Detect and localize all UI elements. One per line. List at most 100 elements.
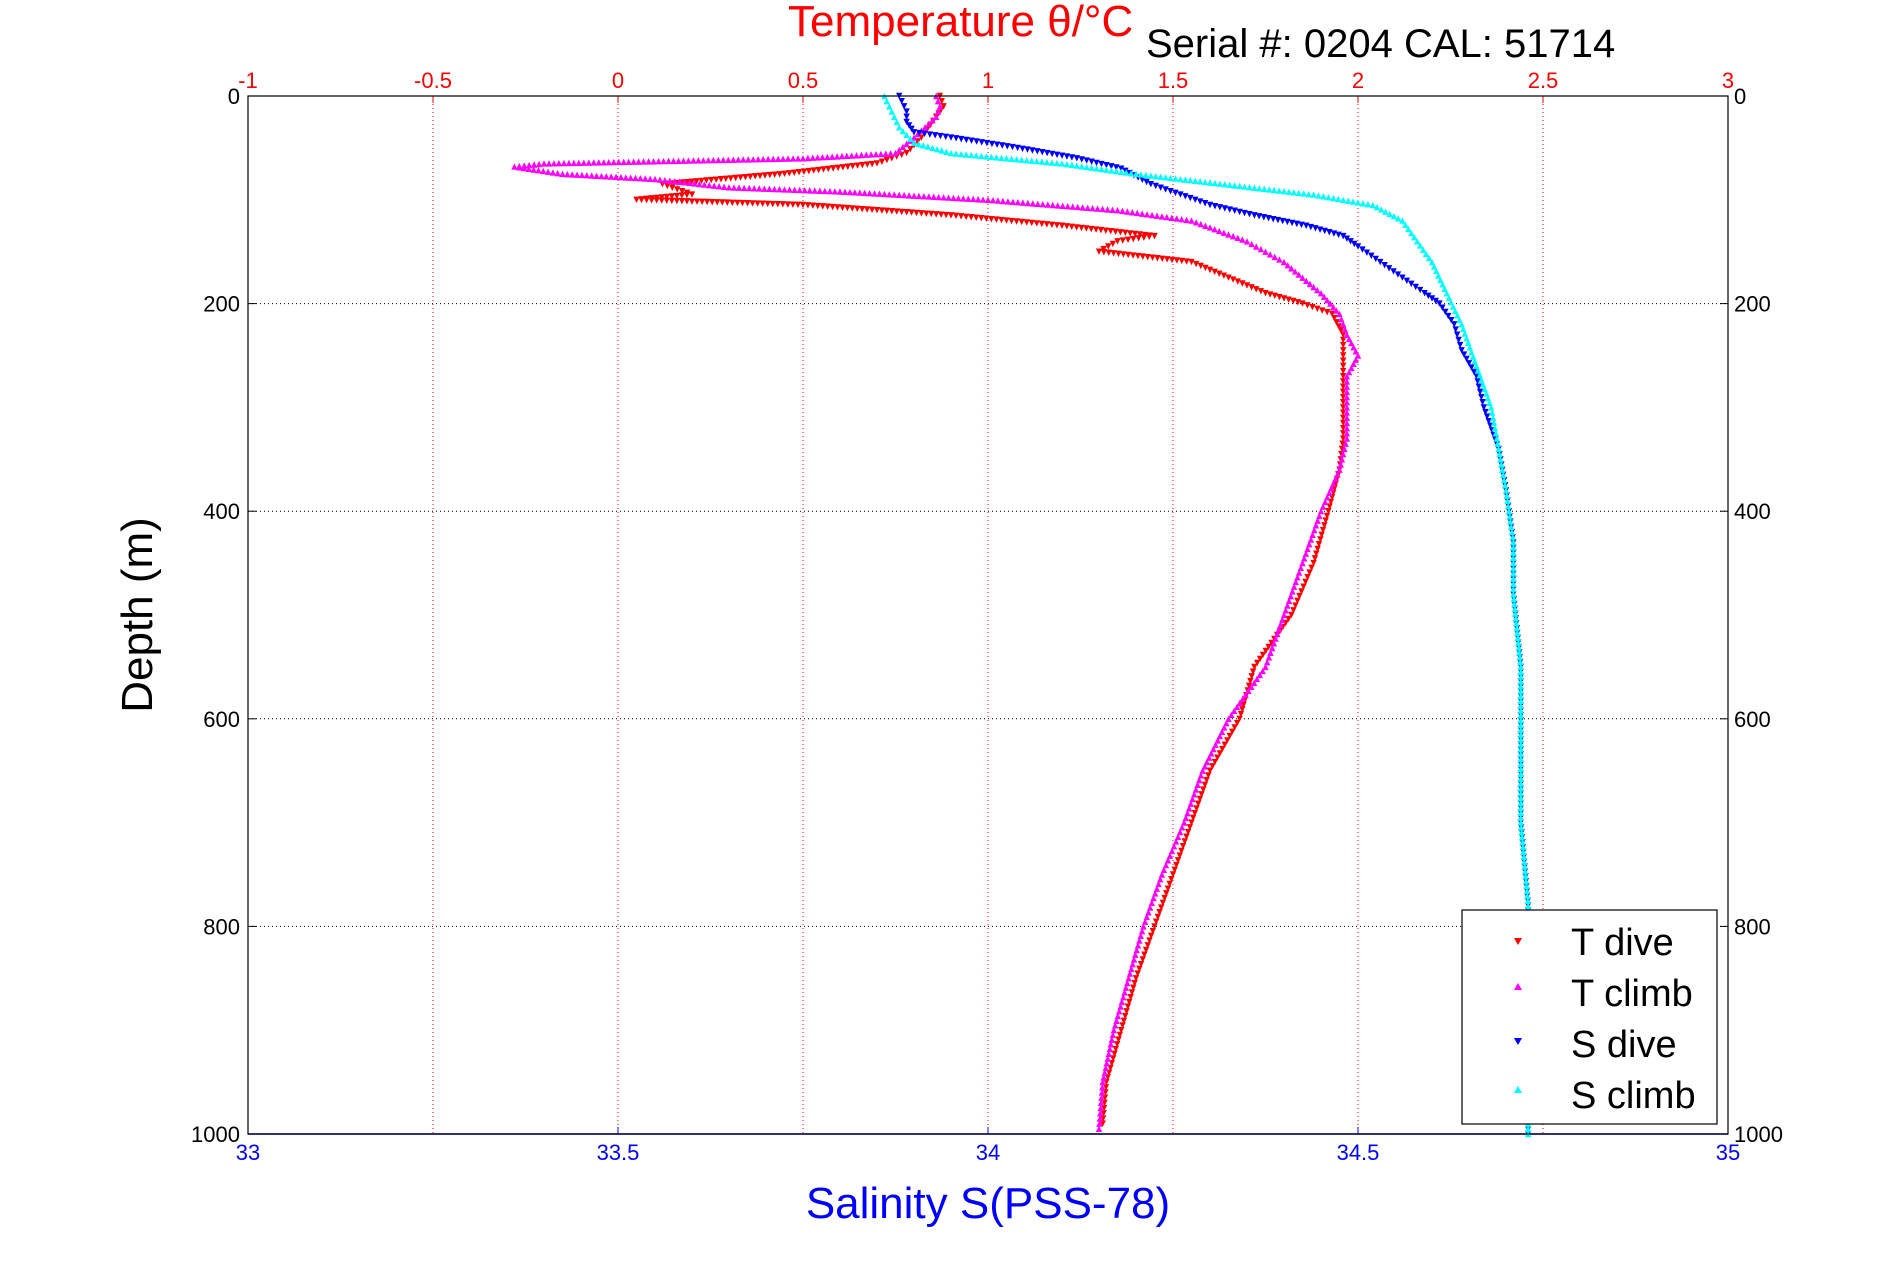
data-point (1437, 276, 1444, 284)
data-point (1236, 182, 1243, 190)
data-point (983, 153, 990, 160)
data-point (1099, 1078, 1106, 1086)
data-point (1155, 880, 1162, 888)
data-point (1364, 200, 1372, 208)
data-point (814, 202, 821, 210)
data-point (1307, 536, 1315, 543)
data-point (705, 156, 712, 164)
data-point (1340, 331, 1347, 338)
data-point (1510, 549, 1517, 556)
data-point (1122, 229, 1129, 237)
data-point (1164, 857, 1172, 864)
data-point (1105, 243, 1112, 250)
data-point (908, 209, 915, 216)
data-point (749, 200, 756, 207)
data-point (1243, 282, 1251, 289)
data-point (1321, 522, 1328, 529)
data-point (745, 184, 753, 192)
data-point (1157, 184, 1164, 191)
data-point (1068, 223, 1075, 231)
data-point (1336, 466, 1343, 473)
data-point (1517, 658, 1524, 666)
data-point (1231, 207, 1238, 214)
data-point (1230, 707, 1238, 715)
data-point (903, 108, 910, 115)
data-point (1142, 946, 1150, 954)
data-point (1098, 160, 1105, 168)
data-point (1245, 682, 1253, 689)
data-point (1280, 187, 1288, 195)
data-point (1117, 1003, 1124, 1010)
data-point (984, 196, 992, 203)
data-point (580, 159, 588, 166)
data-point (779, 201, 787, 208)
data-point (935, 193, 942, 201)
data-point (1122, 984, 1130, 991)
data-point (1113, 164, 1120, 171)
data-point (1156, 909, 1163, 916)
data-point (642, 175, 649, 182)
data-point (1074, 203, 1081, 211)
data-point (1200, 786, 1207, 793)
data-point (1239, 280, 1246, 287)
data-point (967, 151, 975, 159)
data-point (1211, 758, 1219, 766)
data-point (1212, 741, 1219, 748)
data-point (958, 135, 965, 143)
data-point (1492, 430, 1500, 437)
legend-label-t-dive: T dive (1571, 922, 1674, 964)
data-point (1348, 339, 1355, 347)
data-point (1363, 249, 1371, 256)
data-point (1337, 461, 1344, 468)
data-point (1272, 635, 1279, 642)
data-point (1284, 261, 1291, 269)
data-point (952, 212, 960, 220)
data-point (903, 140, 910, 147)
data-point (1058, 222, 1066, 229)
data-point (761, 185, 768, 192)
data-point (799, 201, 807, 209)
data-point (933, 211, 940, 218)
data-point (680, 157, 687, 164)
data-point (1038, 220, 1046, 228)
data-point (1172, 838, 1180, 845)
data-point (1139, 253, 1147, 260)
data-point (1350, 360, 1357, 368)
data-point (1117, 229, 1124, 236)
data-point (925, 193, 932, 200)
data-point (722, 175, 730, 183)
data-point (933, 145, 941, 153)
data-point (1029, 147, 1036, 154)
data-point (811, 187, 818, 194)
data-point (1251, 663, 1258, 671)
data-point (1253, 286, 1260, 293)
data-point (698, 198, 706, 206)
tick-label-left: 0 (228, 84, 240, 109)
data-point (1099, 1120, 1106, 1127)
data-point (1333, 307, 1340, 314)
data-point (1143, 913, 1150, 921)
data-point (610, 158, 617, 166)
data-point (1187, 176, 1194, 184)
data-point (1335, 323, 1342, 330)
data-point (940, 103, 947, 110)
data-point (1151, 890, 1159, 897)
data-point (1163, 890, 1170, 897)
data-point (1338, 445, 1346, 453)
data-point (796, 186, 803, 194)
data-point (938, 147, 945, 154)
data-point (637, 175, 644, 182)
data-point (1275, 187, 1283, 194)
tick-label-top: 1 (982, 68, 994, 93)
data-point (1110, 1027, 1117, 1034)
data-point (1210, 745, 1217, 753)
data-point (896, 146, 903, 154)
data-point (1327, 300, 1334, 307)
data-point (1340, 435, 1347, 442)
data-point (1184, 809, 1191, 817)
data-point (1142, 171, 1150, 179)
data-point (1416, 242, 1424, 249)
legend-marker-t-climb (1514, 983, 1522, 990)
chart-subtitle: Serial #: 0204 CAL: 51714 (1146, 22, 1615, 66)
data-point (1350, 343, 1357, 351)
